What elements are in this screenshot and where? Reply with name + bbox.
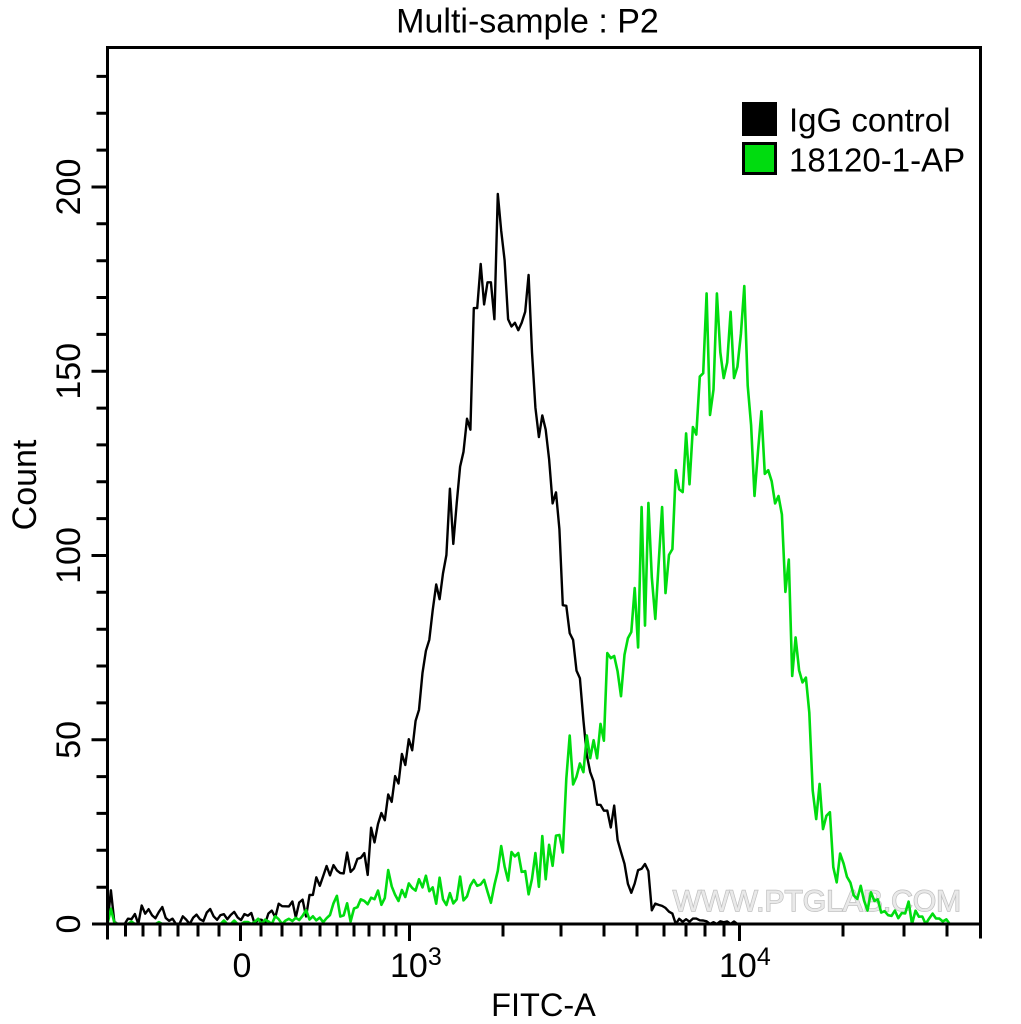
svg-text:IgG control: IgG control <box>789 102 950 139</box>
svg-text:150: 150 <box>50 343 88 400</box>
svg-text:0: 0 <box>233 947 252 985</box>
svg-text:Count: Count <box>6 439 44 530</box>
svg-text:0: 0 <box>50 915 88 934</box>
svg-text:FITC-A: FITC-A <box>491 987 596 1023</box>
svg-text:200: 200 <box>50 159 88 216</box>
svg-text:Multi-sample : P2: Multi-sample : P2 <box>396 3 659 41</box>
svg-text:50: 50 <box>50 721 88 759</box>
svg-text:18120-1-AP: 18120-1-AP <box>789 142 965 179</box>
svg-text:100: 100 <box>50 527 88 584</box>
